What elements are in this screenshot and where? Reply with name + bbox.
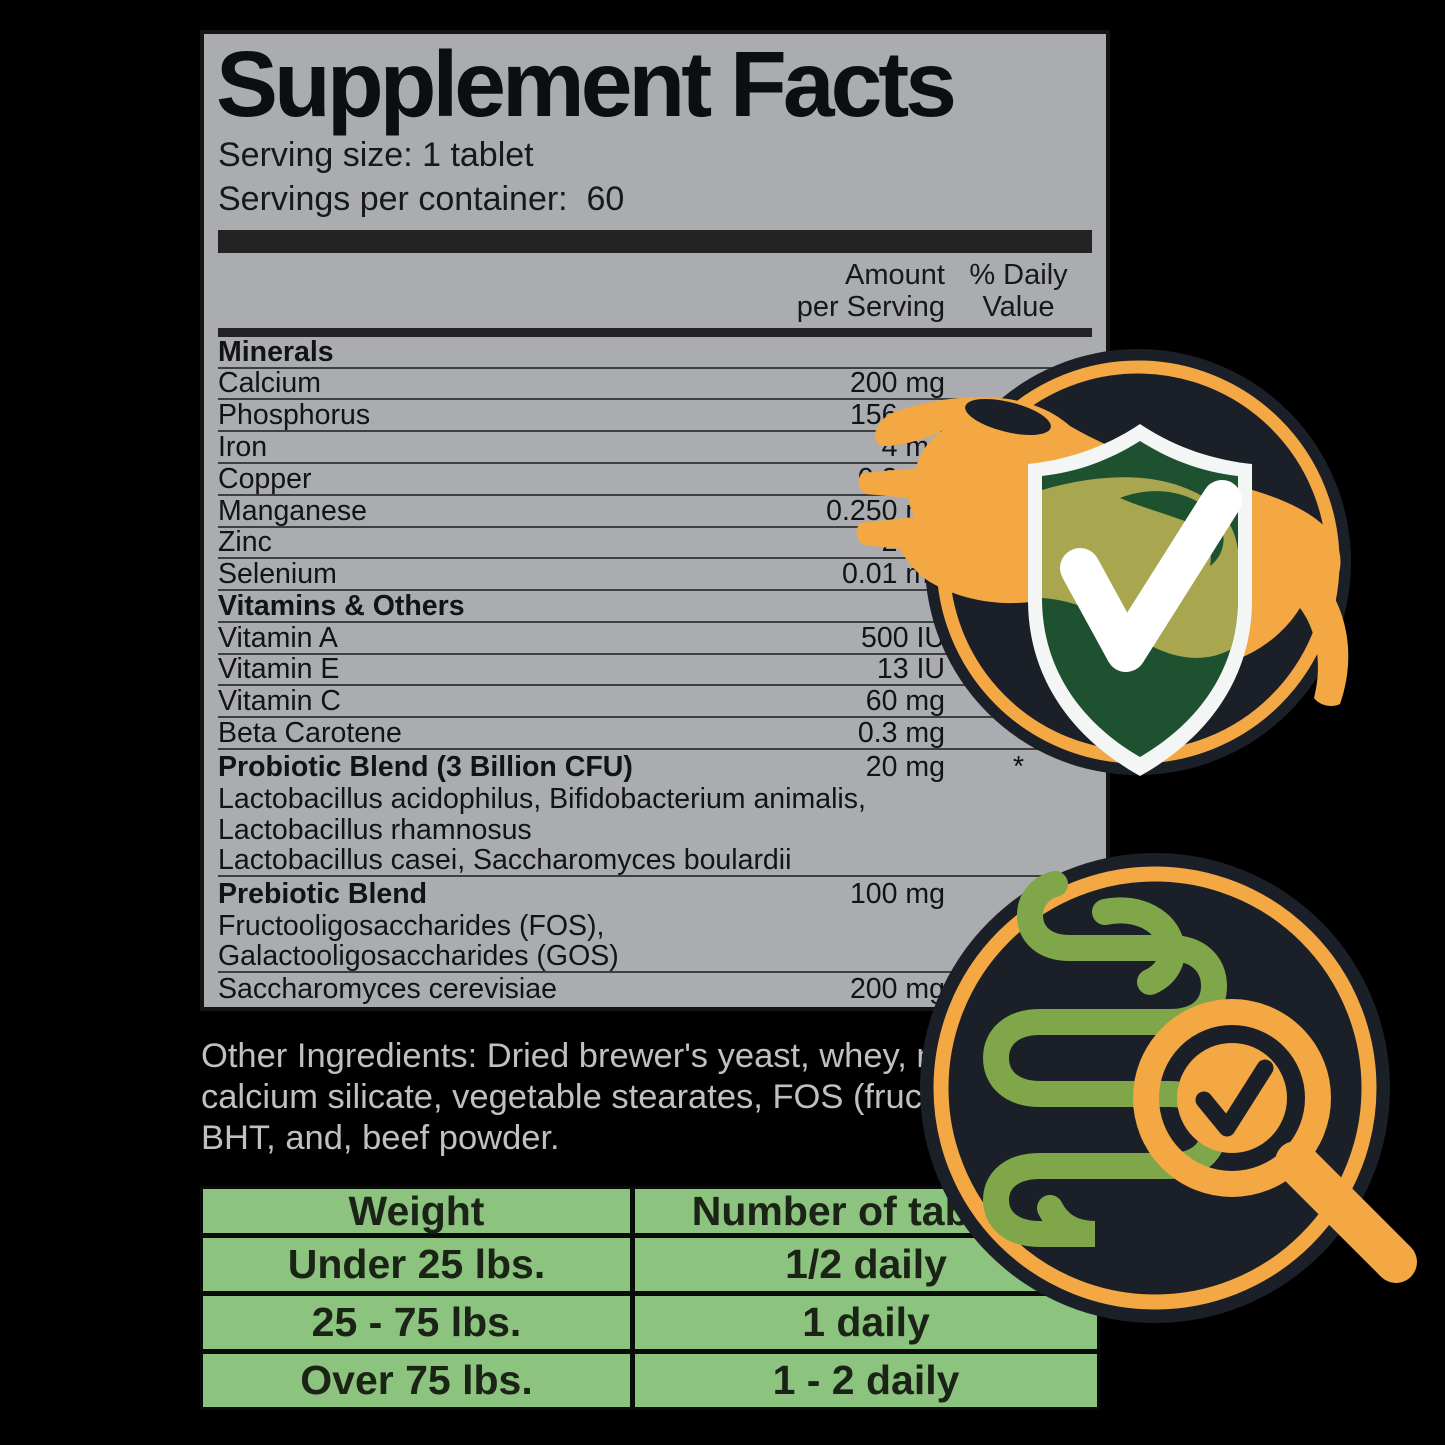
tablets-cell: 1 - 2 daily	[772, 1357, 960, 1403]
divider-bar-thin	[218, 327, 1092, 337]
nutrition-row: Lactobacillus rhamnosus	[218, 814, 1092, 847]
nutrition-name: Lactobacillus acidophilus, Bifidobacteri…	[218, 782, 866, 815]
nutrition-row: Prebiotic Blend 100 mg	[218, 877, 1092, 909]
nutrition-dv: *	[1012, 750, 1025, 783]
nutrition-amt: 200 mg	[849, 367, 945, 400]
nutrition-name: Saccharomyces cerevisiae	[218, 973, 557, 1006]
nutrition-name: Selenium	[218, 558, 337, 591]
nutrition-name: Iron	[218, 430, 268, 463]
nutrition-name: Lactobacillus rhamnosus	[218, 814, 532, 847]
tablets-cell: 1/2 daily	[785, 1241, 947, 1287]
nutrition-row: Vitamins & Others	[218, 591, 1092, 623]
nutrition-row: Saccharomyces cerevisiae 200 mg	[218, 973, 1092, 1006]
weight-cell: 25 - 75 lbs.	[203, 1296, 635, 1349]
nutrition-amt: 500 IU	[861, 621, 945, 654]
magnifier-ring	[1133, 999, 1331, 1197]
nutrition-row: Lactobacillus acidophilus, Bifidobacteri…	[218, 782, 1092, 814]
dog-ear-icon	[965, 398, 1051, 436]
magnifier-handle	[1275, 1141, 1417, 1283]
divider-bar-thick	[218, 229, 1092, 253]
serving-size: Serving size: 1 tablet	[218, 135, 534, 174]
nutrition-name: Phosphorus	[218, 399, 371, 432]
other-ingredients-line: BHT, and, beef powder.	[201, 1119, 560, 1157]
nutrition-row: Minerals	[218, 337, 1092, 369]
nutrition-amt: 60 mg	[865, 685, 945, 718]
magnifier-lens	[1177, 1043, 1287, 1153]
nutrition-name: Beta Carotene	[218, 717, 402, 750]
panel-title: Supplement Facts	[216, 32, 957, 136]
nutrition-name: Vitamin A	[218, 621, 338, 654]
nutrition-row: Vitamin A 500 IU	[218, 623, 1092, 655]
other-ingredients: Other Ingredients: Dried brewer's yeast,…	[201, 1036, 1181, 1159]
nutrition-name: Fructooligosaccharides (FOS),	[218, 909, 605, 942]
badge-ring	[933, 866, 1377, 1310]
nutrition-row: Calcium 200 mg	[218, 367, 1092, 401]
weight-cell: Over 75 lbs.	[203, 1354, 635, 1407]
dosage-row: Over 75 lbs. 1 - 2 daily	[203, 1354, 1097, 1407]
nutrition-name: Calcium	[218, 367, 321, 400]
nutrition-row: Fructooligosaccharides (FOS),	[218, 909, 1092, 941]
nutrition-row: Beta Carotene 0.3 mg	[218, 717, 1092, 751]
nutrition-name: Vitamin E	[218, 653, 340, 686]
nutrition-name: Vitamins & Others	[218, 589, 465, 622]
weight-column-header: Weight	[203, 1188, 635, 1234]
servings-per-container: Servings per container: 60	[218, 179, 625, 218]
dosage-table-body: Under 25 lbs. 1/2 daily 25 - 75 lbs. 1 dail…	[203, 1238, 1097, 1407]
nutrition-amt: 200 mg	[849, 973, 945, 1006]
nutrition-name: Lactobacillus casei, Saccharomyces boula…	[218, 844, 792, 877]
gut-health-check-badge	[920, 853, 1417, 1323]
nutrition-name: Prebiotic Blend	[218, 878, 428, 911]
tablets-cell: 1 daily	[802, 1299, 930, 1345]
daily-value-column-header: % Daily Value	[969, 258, 1068, 323]
nutrition-amt: 0.3 mg	[857, 717, 945, 750]
nutrition-amt: 13 IU	[876, 653, 945, 686]
nutrition-row: Vitamin E 13 IU	[218, 653, 1092, 687]
nutrition-name: Probiotic Blend (3 Billion CFU)	[218, 750, 633, 783]
shield-check-icon	[1060, 480, 1242, 672]
nutrition-name: Vitamin C	[218, 685, 342, 718]
nutrition-name: Galactooligosaccharides (GOS)	[218, 939, 619, 972]
nutrition-row: Probiotic Blend (3 Billion CFU) 20 mg *	[218, 750, 1092, 782]
nutrition-name: Manganese	[218, 494, 367, 527]
nutrition-name: Zinc	[218, 526, 272, 559]
nutrition-amt: 100 mg	[849, 878, 945, 911]
other-ingredients-line: Other Ingredients: Dried brewer's yeast,…	[201, 1037, 1022, 1075]
nutrition-row: Vitamin C 60 mg	[218, 685, 1092, 719]
magnifier-check-icon	[1133, 999, 1417, 1283]
dog-shield-check-badge	[856, 349, 1351, 776]
nutrition-name: Minerals	[218, 335, 334, 368]
dosage-table: Weight Number of tablets Under 25 lbs. 1/…	[200, 1186, 1100, 1410]
nutrition-row: Galactooligosaccharides (GOS)	[218, 941, 1092, 973]
nutrition-amt: 20 mg	[865, 750, 945, 783]
nutrition-row: Lactobacillus casei, Saccharomyces boula…	[218, 844, 1092, 878]
magnifier-check	[1195, 1059, 1274, 1137]
other-ingredients-line: calcium silicate, vegetable stearates, F…	[201, 1078, 1024, 1116]
nutrition-name: Copper	[218, 462, 312, 495]
dosage-row: Under 25 lbs. 1/2 daily	[203, 1238, 1097, 1296]
weight-cell: Under 25 lbs.	[203, 1238, 635, 1291]
amount-column-header: Amount per Serving	[796, 258, 945, 323]
column-headers: Amount per Serving % Daily Value	[218, 253, 1092, 328]
dosage-row: 25 - 75 lbs. 1 daily	[203, 1296, 1097, 1354]
